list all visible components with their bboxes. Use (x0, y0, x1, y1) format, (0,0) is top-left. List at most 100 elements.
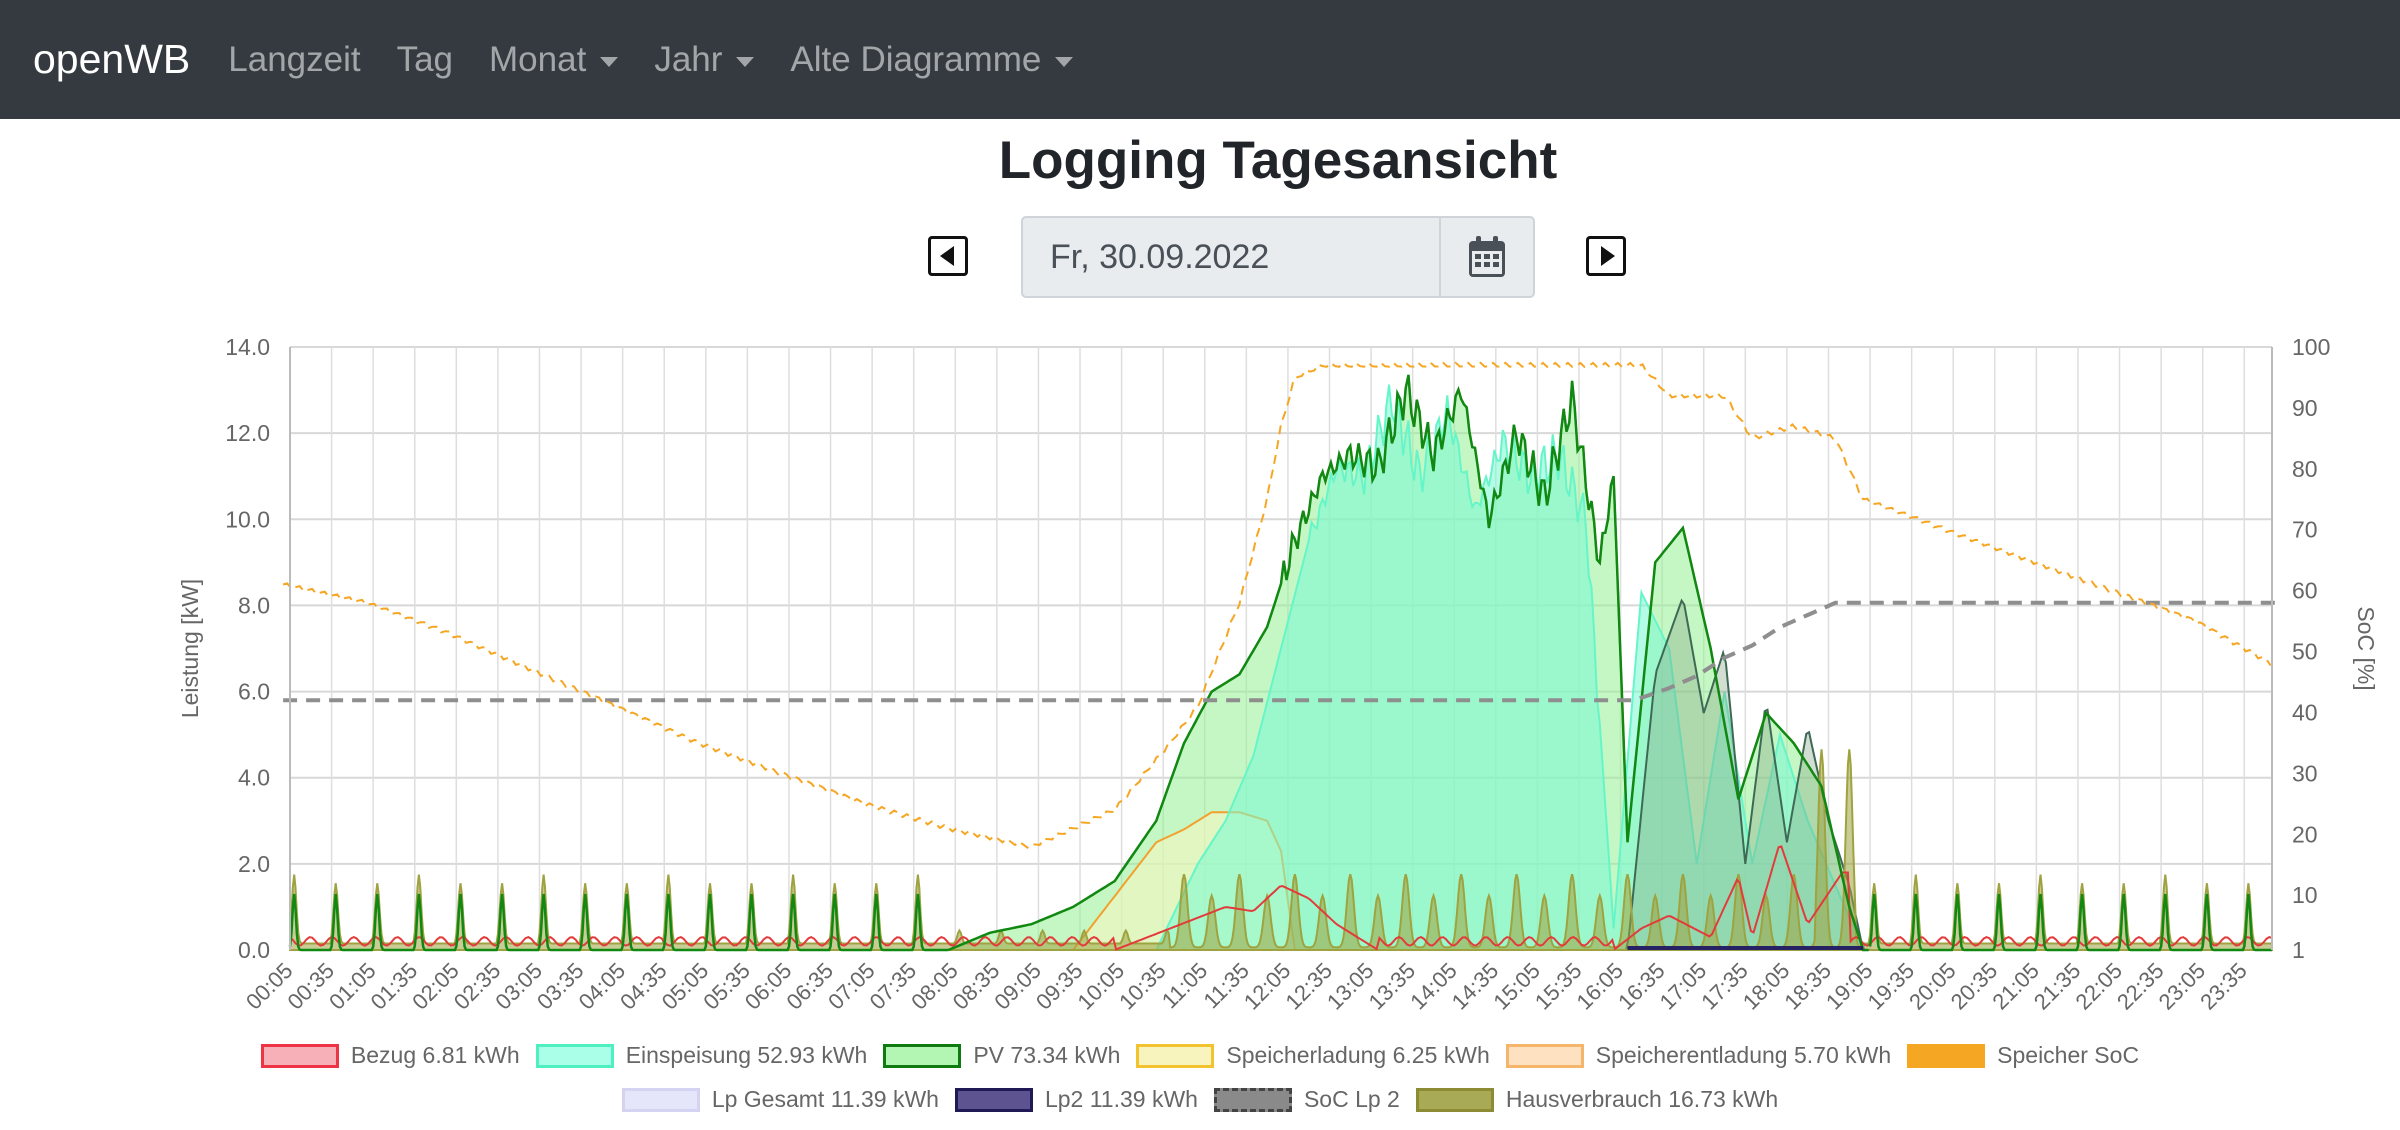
speicher-soc-line (282, 361, 2272, 849)
y-left-tick-label: 14.0 (225, 334, 270, 360)
nav-monat-dropdown[interactable]: Monat (489, 39, 619, 80)
legend-label: Einspeisung 52.93 kWh (625, 1042, 868, 1068)
nav-jahr-label: Jahr (654, 39, 723, 79)
x-tick-label: 23:05 (2154, 958, 2211, 1015)
legend-swatch (1213, 1087, 1292, 1112)
x-tick-label: 22:35 (2112, 958, 2169, 1015)
nav-alte-diagramme-label: Alte Diagramme (790, 39, 1042, 79)
nav-tag-label: Tag (396, 39, 454, 79)
y-right-tick-label: 100 (2292, 334, 2330, 360)
pv-night-line (288, 893, 949, 952)
y-left-tick-label: 2.0 (238, 851, 270, 877)
y-right-tick-label: 30 (2292, 760, 2318, 786)
x-tick-label: 01:35 (366, 958, 423, 1015)
legend-label: Speicher SoC (1997, 1042, 2140, 1068)
x-tick-label: 19:05 (1821, 958, 1878, 1015)
page-title: Logging Tagesansicht (998, 131, 1558, 190)
legend-item[interactable]: Einspeisung 52.93 kWh (535, 1042, 868, 1069)
caret-left-square-icon (940, 246, 954, 266)
y-left-tick-label: 0.0 (238, 937, 270, 963)
legend-label: Speicherladung 6.25 kWh (1226, 1042, 1490, 1068)
legend-item[interactable]: Lp Gesamt 11.39 kWh (621, 1086, 939, 1113)
brand-logo[interactable]: openWB (33, 36, 191, 82)
next-day-button[interactable] (1586, 236, 1626, 276)
x-tick-label: 12:35 (1280, 958, 1337, 1015)
x-tick-label: 20:05 (1904, 958, 1961, 1015)
x-tick-label: 21:35 (2029, 958, 2086, 1015)
x-tick-label: 08:05 (906, 958, 963, 1015)
soc-lp2-line (283, 600, 2279, 703)
x-tick-label: 13:05 (1322, 958, 1379, 1015)
prev-day-button[interactable] (928, 236, 968, 276)
legend-item[interactable]: Speicherentladung 5.70 kWh (1505, 1042, 1892, 1069)
legend-item[interactable]: Hausverbrauch 16.73 kWh (1415, 1086, 1778, 1113)
x-tick-label: 03:35 (532, 958, 589, 1015)
x-tick-label: 22:05 (2070, 958, 2127, 1015)
caret-right-square-icon (1601, 246, 1615, 266)
legend-item[interactable]: PV 73.34 kWh (883, 1042, 1120, 1069)
chevron-down-icon (600, 56, 619, 67)
nav-langzeit-label: Langzeit (228, 39, 361, 79)
calendar-button[interactable] (1441, 218, 1533, 296)
legend-row-1: Bezug 6.81 kWh Einspeisung 52.93 kWh PV 73… (0, 1042, 2400, 1069)
x-tick-label: 14:05 (1405, 958, 1462, 1015)
y-right-tick-label: 1 (2292, 937, 2305, 963)
x-tick-label: 07:05 (823, 958, 880, 1015)
x-tick-label: 08:35 (948, 958, 1005, 1015)
date-input[interactable]: Fr, 30.09.2022 (1023, 218, 1441, 296)
legend-item[interactable]: SoC Lp 2 (1213, 1086, 1400, 1113)
y-right-axis-title: SoC [%] (2353, 606, 2379, 690)
x-tick-label: 16:05 (1571, 958, 1628, 1015)
legend-swatch (260, 1043, 339, 1068)
nav-langzeit[interactable]: Langzeit (228, 40, 360, 80)
x-tick-label: 06:35 (781, 958, 838, 1015)
pv-night-line (1868, 893, 2272, 952)
legend-item[interactable]: Speicher SoC (1907, 1042, 2139, 1069)
y-right-tick-label: 10 (2292, 882, 2318, 908)
legend-swatch (954, 1087, 1033, 1112)
x-tick-label: 17:35 (1696, 958, 1753, 1015)
x-tick-label: 04:05 (574, 958, 631, 1015)
x-tick-label: 18:35 (1779, 958, 1836, 1015)
legend-label: Speicherentladung 5.70 kWh (1595, 1042, 1892, 1068)
nav-alte-diagramme-dropdown[interactable]: Alte Diagramme (790, 39, 1074, 80)
x-tick-label: 04:35 (615, 958, 672, 1015)
x-tick-label: 09:05 (989, 958, 1046, 1015)
legend-swatch (883, 1043, 962, 1068)
x-tick-label: 17:05 (1655, 958, 1712, 1015)
bezug-line (289, 845, 2273, 951)
x-tick-label: 06:05 (740, 958, 797, 1015)
nav-tag[interactable]: Tag (397, 40, 453, 80)
x-tick-label: 02:05 (407, 958, 464, 1015)
y-right-tick-label: 20 (2292, 821, 2318, 847)
y-left-tick-label: 8.0 (238, 592, 270, 618)
x-tick-label: 16:35 (1613, 958, 1670, 1015)
top-navbar: openWB Langzeit Tag Monat Jahr Alte Diag… (0, 0, 2400, 119)
x-tick-label: 01:05 (324, 958, 381, 1015)
calendar-icon (1469, 236, 1505, 277)
x-tick-label: 02:35 (449, 958, 506, 1015)
x-tick-label: 15:05 (1488, 958, 1545, 1015)
chevron-down-icon (1055, 56, 1074, 67)
data-areas (282, 361, 2279, 952)
nav-jahr-dropdown[interactable]: Jahr (654, 39, 755, 80)
x-tick-label: 14:35 (1447, 958, 1504, 1015)
x-tick-label: 18:05 (1738, 958, 1795, 1015)
legend-swatch (1505, 1043, 1584, 1068)
legend-label: Lp2 11.39 kWh (1044, 1086, 1198, 1112)
legend-row-2: Lp Gesamt 11.39 kWh Lp2 11.39 kWh SoC Lp 2… (0, 1086, 2400, 1113)
legend-item[interactable]: Speicherladung 6.25 kWh (1136, 1042, 1490, 1069)
y-right-tick-label: 90 (2292, 395, 2318, 421)
y-right-tick-label: 60 (2292, 578, 2318, 604)
legend-item[interactable]: Lp2 11.39 kWh (954, 1086, 1198, 1113)
x-tick-label: 00:35 (283, 958, 340, 1015)
x-tick-label: 12:05 (1239, 958, 1296, 1015)
x-tick-label: 21:05 (1987, 958, 2044, 1015)
legend-item[interactable]: Bezug 6.81 kWh (260, 1042, 520, 1069)
x-tick-label: 11:05 (1157, 958, 1212, 1013)
chevron-down-icon (736, 56, 755, 67)
legend-swatch (535, 1043, 614, 1068)
x-tick-label: 15:35 (1530, 958, 1587, 1015)
nav-monat-label: Monat (489, 39, 587, 79)
legend-swatch (1136, 1043, 1215, 1068)
